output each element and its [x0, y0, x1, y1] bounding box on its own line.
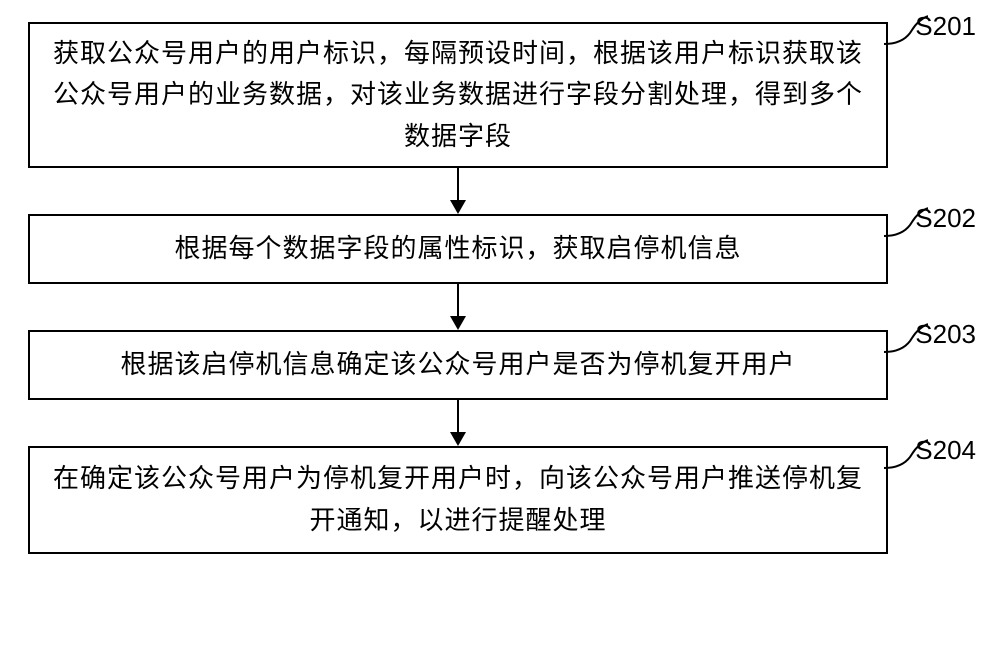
step-s201: S201 获取公众号用户的用户标识，每隔预设时间，根据该用户标识获取该公众号用户…: [28, 22, 888, 168]
step-text: 根据每个数据字段的属性标识，获取启停机信息: [174, 228, 741, 270]
arrow-s201-s202: [28, 168, 888, 214]
step-label: S201: [915, 6, 976, 48]
step-label: S202: [915, 198, 976, 240]
arrow-s202-s203: [28, 284, 888, 330]
step-text: 根据该启停机信息确定该公众号用户是否为停机复开用户: [120, 344, 795, 386]
step-label: S203: [915, 314, 976, 356]
arrow-s203-s204: [28, 400, 888, 446]
step-s202: S202 根据每个数据字段的属性标识，获取启停机信息: [28, 214, 888, 284]
step-s203: S203 根据该启停机信息确定该公众号用户是否为停机复开用户: [28, 330, 888, 400]
step-text: 在确定该公众号用户为停机复开用户时，向该公众号用户推送停机复开通知，以进行提醒处…: [50, 458, 866, 541]
step-label: S204: [915, 430, 976, 472]
step-text: 获取公众号用户的用户标识，每隔预设时间，根据该用户标识获取该公众号用户的业务数据…: [50, 33, 866, 158]
flowchart-container: S201 获取公众号用户的用户标识，每隔预设时间，根据该用户标识获取该公众号用户…: [28, 22, 972, 554]
step-s204: S204 在确定该公众号用户为停机复开用户时，向该公众号用户推送停机复开通知，以…: [28, 446, 888, 554]
